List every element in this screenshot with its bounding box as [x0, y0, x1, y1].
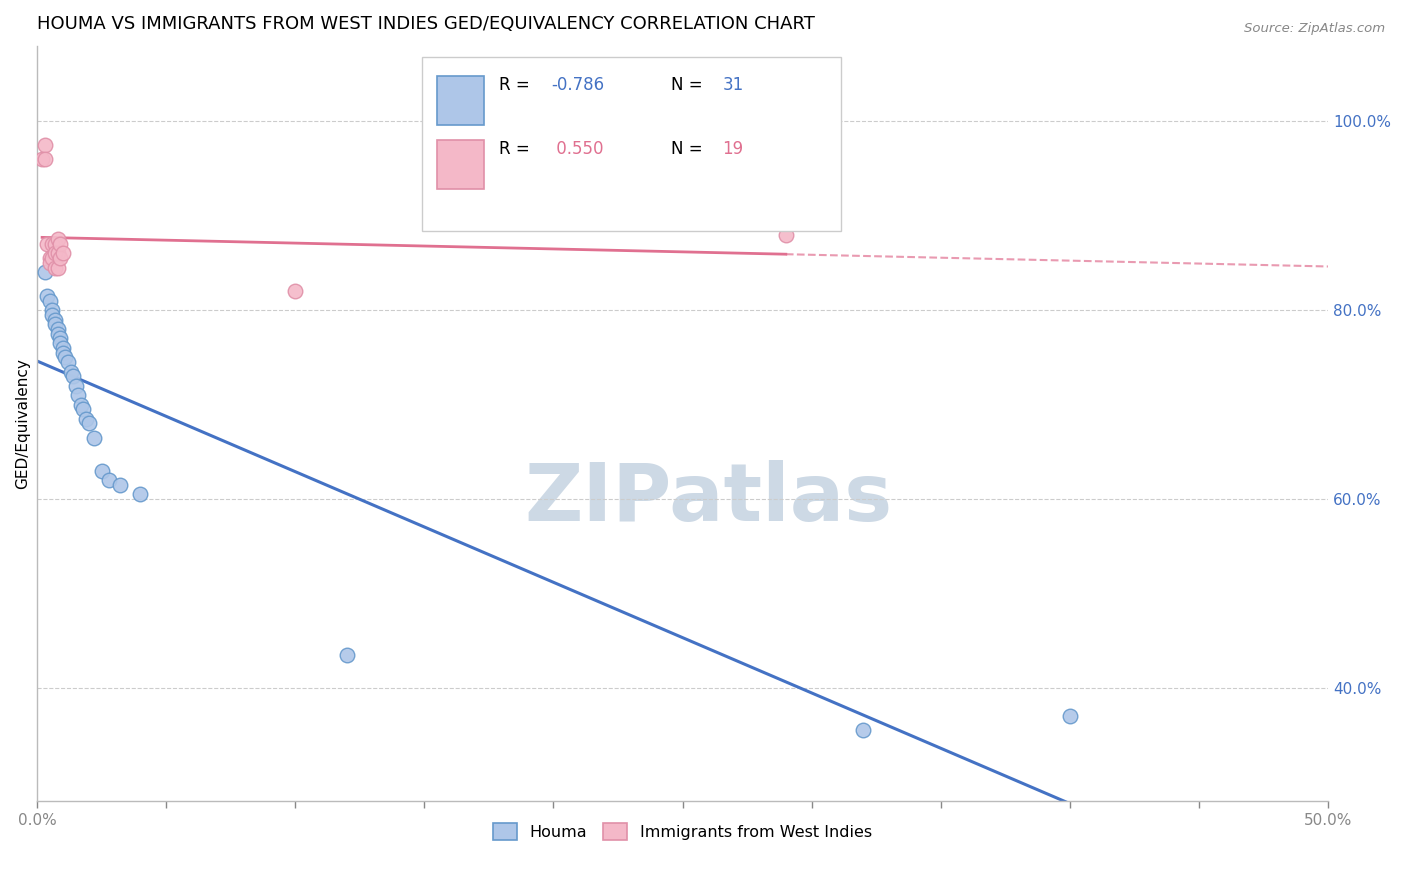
Point	[53, 351, 76, 365]
Point	[70, 398, 93, 412]
Point	[34, 152, 56, 166]
Point	[44, 318, 66, 332]
FancyBboxPatch shape	[437, 76, 484, 125]
Point	[1059, 709, 1081, 723]
Point	[44, 312, 66, 326]
Text: R =: R =	[499, 140, 536, 158]
Point	[38, 293, 60, 308]
Point	[38, 251, 60, 265]
Y-axis label: GED/Equivalency: GED/Equivalency	[15, 358, 30, 489]
Point	[852, 723, 875, 738]
Point	[44, 260, 66, 275]
Point	[41, 251, 63, 265]
Point	[44, 246, 66, 260]
Point	[44, 237, 66, 252]
Point	[129, 487, 152, 501]
Point	[49, 237, 72, 252]
Point	[46, 322, 69, 336]
Text: N =: N =	[671, 140, 707, 158]
Text: 0.550: 0.550	[551, 140, 603, 158]
Text: N =: N =	[671, 76, 707, 94]
Point	[56, 355, 79, 369]
Point	[46, 246, 69, 260]
Text: Source: ZipAtlas.com: Source: ZipAtlas.com	[1244, 22, 1385, 36]
Point	[62, 369, 84, 384]
Point	[49, 336, 72, 351]
Point	[37, 237, 59, 252]
Point	[34, 137, 56, 152]
Point	[72, 402, 94, 417]
Point	[83, 431, 105, 445]
Point	[90, 464, 112, 478]
Point	[65, 378, 87, 392]
Point	[52, 341, 75, 355]
Point	[49, 251, 72, 265]
Point	[775, 227, 797, 242]
Point	[41, 303, 63, 318]
Text: ZIPatlas: ZIPatlas	[524, 460, 893, 538]
Point	[52, 345, 75, 359]
Point	[34, 265, 56, 279]
Point	[98, 473, 121, 487]
Point	[46, 232, 69, 246]
Text: 19: 19	[723, 140, 744, 158]
Point	[46, 260, 69, 275]
Point	[108, 478, 131, 492]
Point	[77, 417, 100, 431]
Point	[37, 289, 59, 303]
FancyBboxPatch shape	[437, 140, 484, 189]
Point	[41, 237, 63, 252]
Point	[336, 648, 359, 662]
Legend: Houma, Immigrants from West Indies: Houma, Immigrants from West Indies	[486, 817, 879, 847]
Point	[59, 364, 82, 378]
Text: HOUMA VS IMMIGRANTS FROM WEST INDIES GED/EQUIVALENCY CORRELATION CHART: HOUMA VS IMMIGRANTS FROM WEST INDIES GED…	[37, 15, 815, 33]
Text: R =: R =	[499, 76, 536, 94]
Point	[52, 246, 75, 260]
Point	[38, 256, 60, 270]
Point	[31, 152, 53, 166]
Point	[67, 388, 90, 402]
Point	[46, 326, 69, 341]
Point	[49, 331, 72, 345]
FancyBboxPatch shape	[422, 57, 841, 231]
Text: -0.786: -0.786	[551, 76, 605, 94]
Text: 31: 31	[723, 76, 744, 94]
Point	[41, 308, 63, 322]
Point	[284, 284, 307, 298]
Point	[75, 411, 97, 425]
